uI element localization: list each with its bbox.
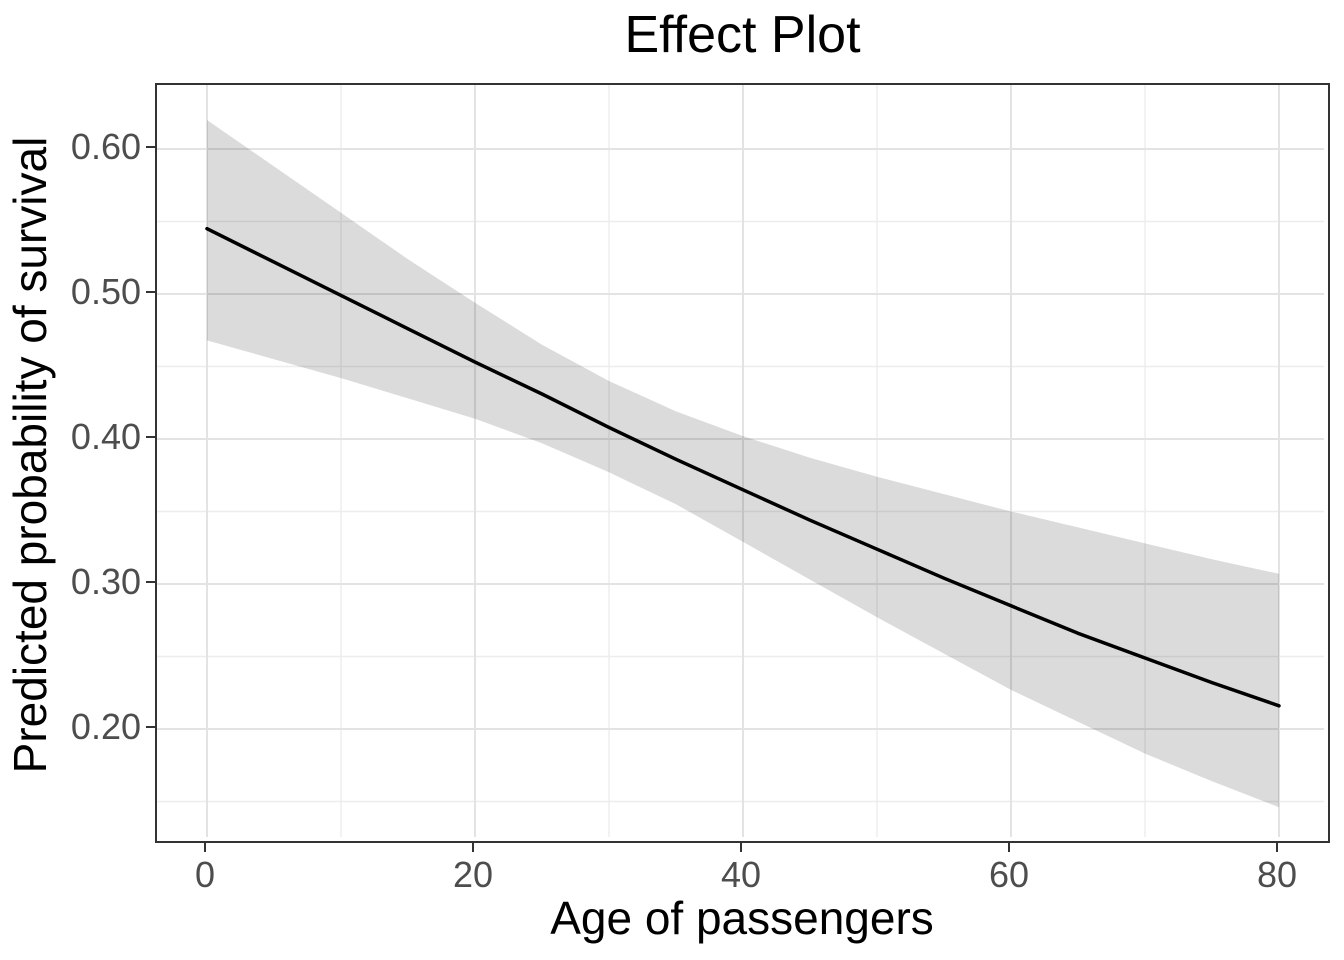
- plot-canvas: [157, 85, 1324, 837]
- y-tick-label: 0.30: [70, 561, 141, 602]
- fitted-line: [205, 226, 1281, 708]
- x-tick-mark: [472, 843, 474, 852]
- x-axis-title: Age of passengers: [550, 892, 934, 944]
- x-tick-label: 0: [194, 854, 216, 895]
- confidence-ribbon: [207, 120, 1279, 808]
- y-tick-mark: [146, 146, 155, 148]
- x-tick-label: 60: [988, 854, 1030, 895]
- y-tick-label: 0.50: [70, 271, 141, 312]
- x-tick-label: 20: [452, 854, 494, 895]
- y-tick-mark: [146, 291, 155, 293]
- y-tick-mark: [146, 726, 155, 728]
- x-tick-mark: [204, 843, 206, 852]
- x-tick-mark: [1276, 843, 1278, 852]
- x-tick-mark: [1008, 843, 1010, 852]
- y-tick-mark: [146, 581, 155, 583]
- x-tick-mark: [740, 843, 742, 852]
- chart-title: Effect Plot: [624, 6, 861, 64]
- y-tick-label: 0.20: [70, 706, 141, 747]
- x-tick-label: 80: [1256, 854, 1298, 895]
- y-tick-mark: [146, 436, 155, 438]
- y-tick-label: 0.40: [70, 416, 141, 457]
- y-tick-label: 0.60: [70, 126, 141, 167]
- x-tick-label: 40: [720, 854, 762, 895]
- plot-panel: [155, 83, 1330, 843]
